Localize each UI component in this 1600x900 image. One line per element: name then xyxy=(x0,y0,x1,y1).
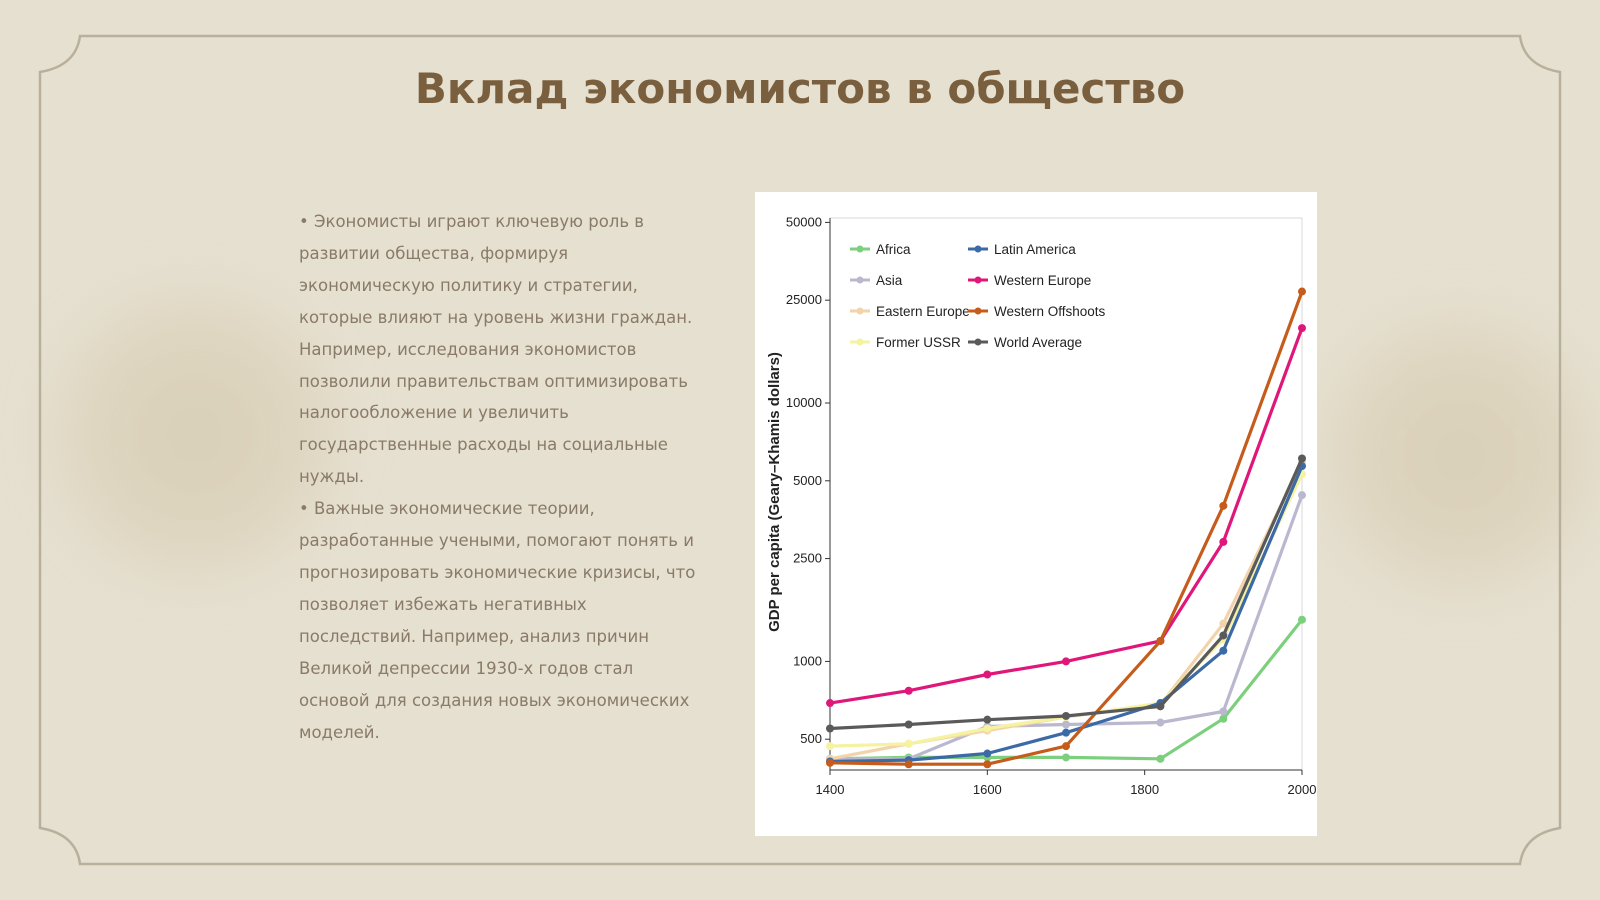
legend-item-asia: Asia xyxy=(850,273,903,288)
data-point-western-offshoots xyxy=(1156,636,1165,645)
legend-item-former-ussr: Former USSR xyxy=(850,335,961,350)
legend-label-western-offshoots: Western Offshoots xyxy=(994,304,1106,319)
y-tick-label: 50000 xyxy=(786,214,822,229)
legend-marker-former-ussr xyxy=(856,338,864,346)
legend-label-world-average: World Average xyxy=(994,335,1082,350)
series-world-average xyxy=(826,454,1306,733)
legend-marker-western-offshoots xyxy=(974,307,982,315)
legend-marker-eastern-europe xyxy=(856,307,864,315)
slide-body-text: • Экономисты играют ключевую роль в разв… xyxy=(299,206,699,748)
series-western-europe xyxy=(826,324,1306,708)
legend-marker-africa xyxy=(856,245,864,253)
legend-item-world-average: World Average xyxy=(968,335,1082,350)
legend-item-latin-america: Latin America xyxy=(968,242,1076,257)
data-point-western-offshoots xyxy=(1298,287,1306,296)
data-point-asia xyxy=(1219,707,1228,716)
series-line-western-europe xyxy=(829,327,1304,705)
data-point-western-europe xyxy=(826,699,834,708)
data-point-former-ussr xyxy=(826,742,834,751)
legend-item-western-offshoots: Western Offshoots xyxy=(968,304,1106,319)
x-tick-label: 1600 xyxy=(973,782,1002,797)
legend-item-eastern-europe: Eastern Europe xyxy=(850,304,970,319)
series-lines xyxy=(826,287,1306,769)
legend-marker-asia xyxy=(856,276,864,284)
y-tick-label: 5000 xyxy=(793,473,822,488)
data-point-africa xyxy=(1156,754,1165,763)
legend-label-africa: Africa xyxy=(876,242,911,257)
slide-title: Вклад экономистов в общество xyxy=(414,64,1186,113)
legend-label-former-ussr: Former USSR xyxy=(876,335,961,350)
data-point-western-europe xyxy=(1062,657,1070,666)
data-point-world-average xyxy=(1156,702,1165,711)
data-point-world-average xyxy=(983,715,992,724)
legend-label-asia: Asia xyxy=(876,273,903,288)
data-point-world-average xyxy=(1062,711,1070,720)
data-point-western-offshoots xyxy=(1219,501,1228,510)
y-tick-label: 500 xyxy=(800,731,822,746)
data-point-former-ussr xyxy=(904,739,913,748)
y-tick-label: 1000 xyxy=(793,653,822,668)
data-point-latin-america xyxy=(983,749,992,758)
data-point-western-offshoots xyxy=(826,758,834,767)
y-tick-label: 10000 xyxy=(786,395,822,410)
data-point-former-ussr xyxy=(983,724,992,733)
y-tick-label: 2500 xyxy=(793,551,822,566)
data-point-africa xyxy=(1298,615,1306,624)
x-tick-label: 2000 xyxy=(1288,782,1317,797)
legend-label-eastern-europe: Eastern Europe xyxy=(876,304,970,319)
data-point-western-offshoots xyxy=(904,760,913,769)
data-point-latin-america xyxy=(1219,646,1228,655)
series-africa xyxy=(826,615,1306,763)
data-point-world-average xyxy=(1298,454,1306,463)
legend-label-western-europe: Western Europe xyxy=(994,273,1091,288)
data-point-asia xyxy=(1156,718,1165,727)
data-point-asia xyxy=(1062,720,1070,729)
watercolor-stain-right xyxy=(1310,290,1600,620)
data-point-western-europe xyxy=(983,670,992,679)
legend-label-latin-america: Latin America xyxy=(994,242,1076,257)
x-tick-label: 1400 xyxy=(816,782,845,797)
legend-marker-latin-america xyxy=(974,245,982,253)
y-axis-label: GDP per capita (Geary–Khamis dollars) xyxy=(766,352,783,632)
x-axis-ticks: 1400 1600 1800 2000 xyxy=(816,770,1317,797)
data-point-western-europe xyxy=(1298,324,1306,333)
bullet-paragraph-2: • Важные экономические теории, разработа… xyxy=(299,499,696,742)
data-point-western-offshoots xyxy=(983,760,992,769)
legend-marker-western-europe xyxy=(974,276,982,284)
legend-item-africa: Africa xyxy=(850,242,911,257)
data-point-world-average xyxy=(826,724,834,733)
data-point-western-europe xyxy=(904,686,913,695)
data-point-world-average xyxy=(904,720,913,729)
gdp-chart-panel: 500 1000 2500 5000 10000 25000 50000 1400 1600 1… xyxy=(755,192,1317,836)
data-point-africa xyxy=(1219,714,1228,723)
x-tick-label: 1800 xyxy=(1130,782,1159,797)
chart-legend: Africa Asia Eastern Europe Former USSR Latin… xyxy=(850,242,1106,350)
data-point-asia xyxy=(1298,491,1306,500)
legend-marker-world-average xyxy=(974,338,982,346)
series-western-offshoots xyxy=(826,287,1306,769)
data-point-world-average xyxy=(1219,631,1228,640)
y-axis-ticks: 500 1000 2500 5000 10000 25000 50000 xyxy=(786,214,830,746)
data-point-western-europe xyxy=(1219,537,1228,546)
bullet-paragraph-1: • Экономисты играют ключевую роль в разв… xyxy=(299,212,693,487)
data-point-latin-america xyxy=(1062,728,1070,737)
watercolor-stain-left xyxy=(30,270,360,600)
data-point-africa xyxy=(1062,753,1070,762)
legend-item-western-europe: Western Europe xyxy=(968,273,1091,288)
data-point-eastern-europe xyxy=(1219,619,1228,628)
data-point-western-offshoots xyxy=(1062,742,1070,751)
y-tick-label: 25000 xyxy=(786,292,822,307)
